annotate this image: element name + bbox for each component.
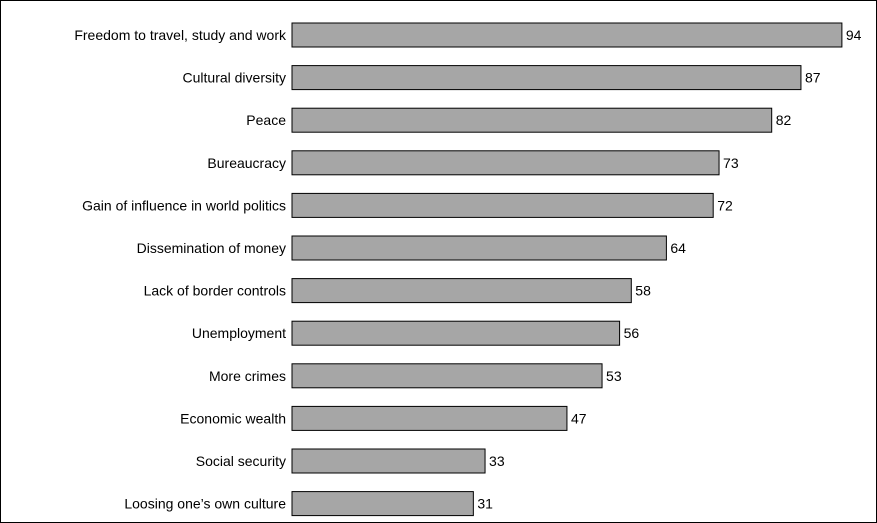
category-label: Social security bbox=[196, 453, 286, 469]
category-label: Gain of influence in world politics bbox=[82, 197, 286, 213]
bar bbox=[291, 448, 486, 474]
category-label: Loosing one’s own culture bbox=[124, 496, 286, 512]
category-label: Peace bbox=[246, 112, 286, 128]
labels-layer: 94 Freedom to travel, study and work 87 Cul… bbox=[74, 27, 861, 512]
category-label: Cultural diversity bbox=[183, 70, 286, 86]
category-label: Freedom to travel, study and work bbox=[74, 27, 287, 43]
bar-value-label: 53 bbox=[606, 368, 622, 384]
bar bbox=[291, 192, 714, 218]
bar-value-label: 94 bbox=[846, 27, 862, 43]
bar bbox=[291, 107, 773, 133]
bar bbox=[291, 150, 720, 176]
bar-value-label: 82 bbox=[776, 112, 792, 128]
bar-value-label: 31 bbox=[477, 496, 493, 512]
bars-layer bbox=[291, 22, 843, 517]
bar-value-label: 58 bbox=[635, 283, 651, 299]
bar bbox=[291, 65, 802, 91]
bar bbox=[291, 235, 667, 261]
bar-value-label: 64 bbox=[670, 240, 686, 256]
bar-value-label: 33 bbox=[489, 453, 505, 469]
category-label: More crimes bbox=[209, 368, 286, 384]
category-label: Bureaucracy bbox=[207, 155, 286, 171]
bar-value-label: 87 bbox=[805, 70, 821, 86]
bar-value-label: 56 bbox=[624, 325, 640, 341]
category-label: Lack of border controls bbox=[144, 283, 286, 299]
bar bbox=[291, 320, 621, 346]
bar bbox=[291, 363, 603, 389]
bar-value-label: 73 bbox=[723, 155, 739, 171]
bar bbox=[291, 491, 474, 517]
category-label: Economic wealth bbox=[180, 410, 286, 426]
bar bbox=[291, 22, 843, 48]
bar-value-label: 72 bbox=[717, 197, 733, 213]
category-label: Unemployment bbox=[192, 325, 286, 341]
category-label: Dissemination of money bbox=[137, 240, 286, 256]
bar-value-label: 47 bbox=[571, 410, 587, 426]
bar bbox=[291, 278, 632, 304]
bar bbox=[291, 405, 568, 431]
